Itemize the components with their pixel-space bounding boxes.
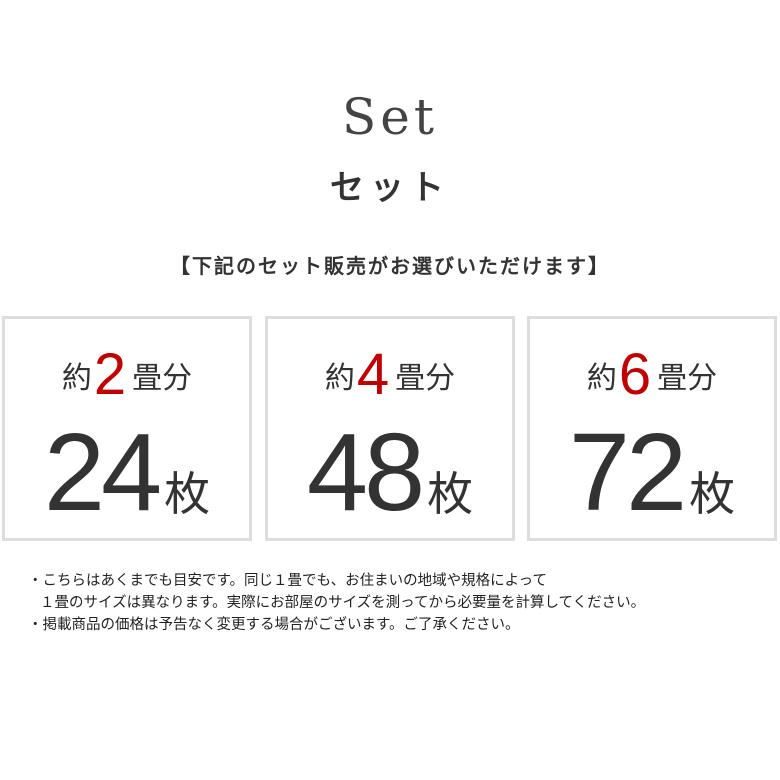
notes: ・こちらはあくまでも目安です。同じ１畳でも、お住まいの地域や規格によって １畳の… [28, 570, 645, 636]
size-number: 6 [618, 342, 652, 407]
title-japanese: セット [330, 168, 450, 208]
set-card-4-tatami: 約4 畳分 48 枚 [265, 316, 515, 541]
count-number: 72 [568, 411, 687, 534]
card-size: 約4 畳分 [268, 341, 512, 408]
card-size: 約6 畳分 [530, 341, 774, 408]
size-prefix: 約 [61, 361, 92, 396]
size-number: 2 [93, 342, 127, 407]
count-number: 48 [306, 411, 425, 534]
size-prefix: 約 [586, 361, 617, 396]
size-suffix: 畳分 [657, 361, 718, 396]
card-count: 48 枚 [268, 409, 512, 536]
set-card-2-tatami: 約2 畳分 24 枚 [2, 316, 252, 541]
count-number: 24 [43, 411, 162, 534]
size-number: 4 [356, 342, 390, 407]
size-suffix: 畳分 [132, 361, 193, 396]
count-unit: 枚 [689, 467, 736, 521]
size-suffix: 畳分 [395, 361, 456, 396]
note-line: ・掲載商品の価格は予告なく変更する場合がございます。ご了承ください。 [28, 617, 520, 633]
lead-text: 【下記のセット販売がお選びいただけます】 [170, 254, 610, 278]
note-line: １畳のサイズは異なります。実際にお部屋のサイズを測ってから必要量を計算してくださ… [40, 595, 646, 611]
card-count: 72 枚 [530, 409, 774, 536]
set-card-6-tatami: 約6 畳分 72 枚 [527, 316, 777, 541]
note-line: ・こちらはあくまでも目安です。同じ１畳でも、お住まいの地域や規格によって [28, 573, 547, 589]
card-size: 約2 畳分 [5, 341, 249, 408]
size-prefix: 約 [324, 361, 355, 396]
count-unit: 枚 [164, 467, 211, 521]
card-count: 24 枚 [5, 409, 249, 536]
count-unit: 枚 [427, 467, 474, 521]
title-english: Set [342, 88, 438, 146]
